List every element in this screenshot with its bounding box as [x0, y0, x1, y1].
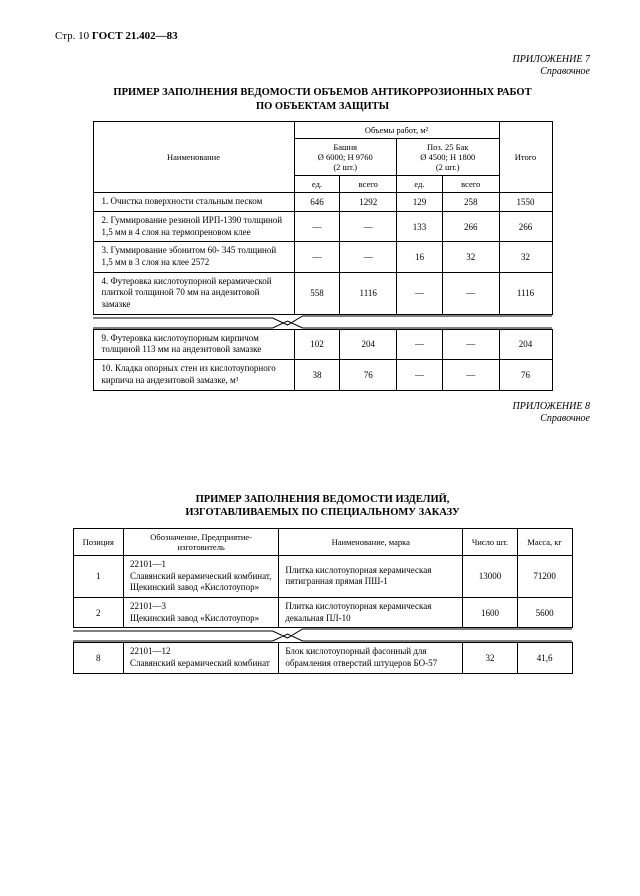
cell-name: Блок кислотоупорный фасонный для обрамле…: [279, 643, 463, 673]
table2-title: ПРИМЕР ЗАПОЛНЕНИЯ ВЕДОМОСТИ ИЗДЕЛИЙ, ИЗГ…: [55, 493, 590, 520]
row-value: —: [294, 242, 340, 272]
row-value: 558: [294, 272, 340, 314]
row-value: 129: [396, 193, 442, 212]
col-total: Итого: [499, 122, 552, 193]
row-value: 76: [340, 360, 397, 390]
cell-qty: 32: [463, 643, 518, 673]
cell-pos: 8: [73, 643, 123, 673]
row-value: 38: [294, 360, 340, 390]
row-name: 2. Гуммирование резиной ИРП-1390 толщино…: [93, 211, 294, 241]
table-row: 222101—3Щекинский завод «Кислотоупор»Пли…: [73, 597, 572, 627]
table-row: 10. Кладка опорных стен из кислотоупорно…: [93, 360, 552, 390]
row-value: 1116: [499, 272, 552, 314]
appendix-8-label: ПРИЛОЖЕНИЕ 8 Справочное: [55, 401, 590, 425]
row-value: 1116: [340, 272, 397, 314]
row-value: 646: [294, 193, 340, 212]
cell-mass: 5600: [517, 597, 572, 627]
row-value: 76: [499, 360, 552, 390]
cell-desig: 22101—1Славянский керамический комбинат,…: [123, 555, 278, 597]
row-name: 1. Очистка поверхности стальным песком: [93, 193, 294, 212]
row-value: 32: [499, 242, 552, 272]
row-value: —: [396, 329, 442, 359]
cell-pos: 1: [73, 555, 123, 597]
table-row: 3. Гуммирование эбонитом 60- 345 толщино…: [93, 242, 552, 272]
row-value: —: [442, 272, 499, 314]
row-value: —: [396, 360, 442, 390]
row-value: 204: [340, 329, 397, 359]
cell-mass: 71200: [517, 555, 572, 597]
row-name: 3. Гуммирование эбонитом 60- 345 толщино…: [93, 242, 294, 272]
table-row: 122101—1Славянский керамический комбинат…: [73, 555, 572, 597]
page-header: Стр. 10 ГОСТ 21.402—83: [55, 30, 590, 42]
page-number: Стр. 10: [55, 30, 89, 42]
row-value: 1292: [340, 193, 397, 212]
row-value: 102: [294, 329, 340, 359]
cell-pos: 2: [73, 597, 123, 627]
row-value: —: [442, 360, 499, 390]
col-name: Наименование: [93, 122, 294, 193]
cell-mass: 41,6: [517, 643, 572, 673]
row-value: 266: [442, 211, 499, 241]
row-name: 4. Футеровка кислотоупорной керамической…: [93, 272, 294, 314]
row-value: 266: [499, 211, 552, 241]
cell-name: Плитка кислотоупорная керамическая пятиг…: [279, 555, 463, 597]
row-value: —: [396, 272, 442, 314]
table-row: 2. Гуммирование резиной ИРП-1390 толщино…: [93, 211, 552, 241]
row-value: —: [340, 211, 397, 241]
cell-desig: 22101—3Щекинский завод «Кислотоупор»: [123, 597, 278, 627]
table1-title: ПРИМЕР ЗАПОЛНЕНИЯ ВЕДОМОСТИ ОБЪЕМОВ АНТИ…: [55, 86, 590, 113]
row-value: 258: [442, 193, 499, 212]
col-volumes: Объемы работ, м²: [294, 122, 499, 139]
row-value: —: [442, 329, 499, 359]
tear-line-icon: [73, 628, 572, 642]
tear-line-icon: [93, 315, 552, 329]
cell-qty: 13000: [463, 555, 518, 597]
standard-code: ГОСТ 21.402—83: [92, 30, 178, 42]
row-value: —: [340, 242, 397, 272]
row-name: 9. Футеровка кислотоупорным кирпичом тол…: [93, 329, 294, 359]
table-row: 9. Футеровка кислотоупорным кирпичом тол…: [93, 329, 552, 359]
cell-desig: 22101—12Славянский керамический комбинат: [123, 643, 278, 673]
table-anticorrosion: Наименование Объемы работ, м² Итого Башн…: [93, 121, 553, 390]
cell-name: Плитка кислотоупорная керамическая декал…: [279, 597, 463, 627]
row-value: —: [294, 211, 340, 241]
table-row: 1. Очистка поверхности стальным песком64…: [93, 193, 552, 212]
table-row: 822101—12Славянский керамический комбина…: [73, 643, 572, 673]
cell-qty: 1600: [463, 597, 518, 627]
table-special-order: Позиция Обозначение, Предприятие-изготов…: [73, 528, 573, 674]
row-value: 204: [499, 329, 552, 359]
row-name: 10. Кладка опорных стен из кислотоупорно…: [93, 360, 294, 390]
row-value: 1550: [499, 193, 552, 212]
row-value: 32: [442, 242, 499, 272]
appendix-7-label: ПРИЛОЖЕНИЕ 7 Справочное: [55, 54, 590, 78]
row-value: 133: [396, 211, 442, 241]
row-value: 16: [396, 242, 442, 272]
table-row: 4. Футеровка кислотоупорной керамической…: [93, 272, 552, 314]
